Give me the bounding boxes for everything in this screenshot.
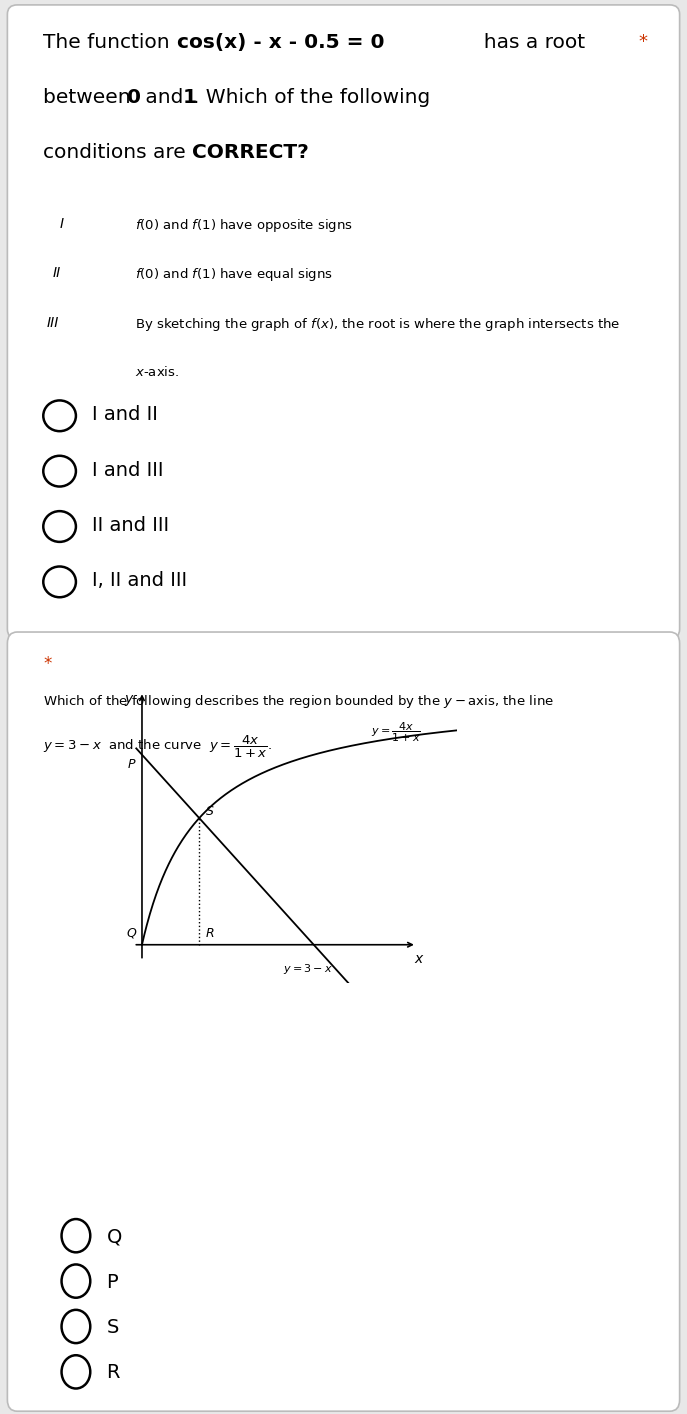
Text: I, II and III: I, II and III: [92, 571, 188, 591]
Text: CORRECT?: CORRECT?: [192, 143, 309, 163]
Text: $f(0)$ and $f(1)$ have opposite signs: $f(0)$ and $f(1)$ have opposite signs: [135, 218, 352, 235]
Text: $y$: $y$: [124, 693, 135, 708]
Text: The function: The function: [43, 33, 183, 51]
Text: II and III: II and III: [92, 516, 170, 534]
Text: S: S: [205, 805, 214, 819]
Text: between: between: [43, 88, 137, 107]
Text: Q: Q: [126, 926, 137, 940]
Text: Which of the following describes the region bounded by the $y-$axis, the line: Which of the following describes the reg…: [43, 693, 554, 710]
Text: By sketching the graph of $f(x)$, the root is where the graph intersects the: By sketching the graph of $f(x)$, the ro…: [135, 315, 620, 332]
Text: has a root: has a root: [471, 33, 585, 51]
Text: I: I: [60, 218, 64, 230]
Text: . Which of the following: . Which of the following: [193, 88, 430, 107]
Text: I and II: I and II: [92, 406, 158, 424]
Text: 0: 0: [127, 88, 141, 107]
Text: $y = \dfrac{4x}{1+x}$: $y = \dfrac{4x}{1+x}$: [371, 721, 421, 744]
Text: cos(x) - x - 0.5 = 0: cos(x) - x - 0.5 = 0: [177, 33, 385, 51]
Text: III: III: [47, 315, 59, 329]
Text: S: S: [106, 1318, 119, 1338]
Text: $f(0)$ and $f(1)$ have equal signs: $f(0)$ and $f(1)$ have equal signs: [135, 266, 333, 283]
Text: 1: 1: [182, 88, 196, 107]
Text: II: II: [53, 266, 61, 280]
Text: P: P: [128, 758, 135, 771]
Text: $y = 3-x$: $y = 3-x$: [283, 962, 333, 976]
Text: $x$: $x$: [414, 952, 425, 966]
FancyBboxPatch shape: [8, 632, 679, 1411]
FancyBboxPatch shape: [8, 4, 679, 639]
Text: P: P: [106, 1273, 118, 1291]
Text: I and III: I and III: [92, 461, 164, 479]
Text: and: and: [139, 88, 190, 107]
Text: conditions are: conditions are: [43, 143, 192, 163]
Text: *: *: [638, 33, 647, 51]
Text: R: R: [106, 1363, 120, 1383]
Text: $x$-axis.: $x$-axis.: [135, 365, 179, 379]
Text: *: *: [43, 655, 52, 673]
Text: Q: Q: [106, 1227, 122, 1246]
Text: R: R: [205, 926, 214, 940]
Text: $y = 3-x$  and the curve  $y = \dfrac{4x}{1+x}$.: $y = 3-x$ and the curve $y = \dfrac{4x}{…: [43, 734, 272, 761]
